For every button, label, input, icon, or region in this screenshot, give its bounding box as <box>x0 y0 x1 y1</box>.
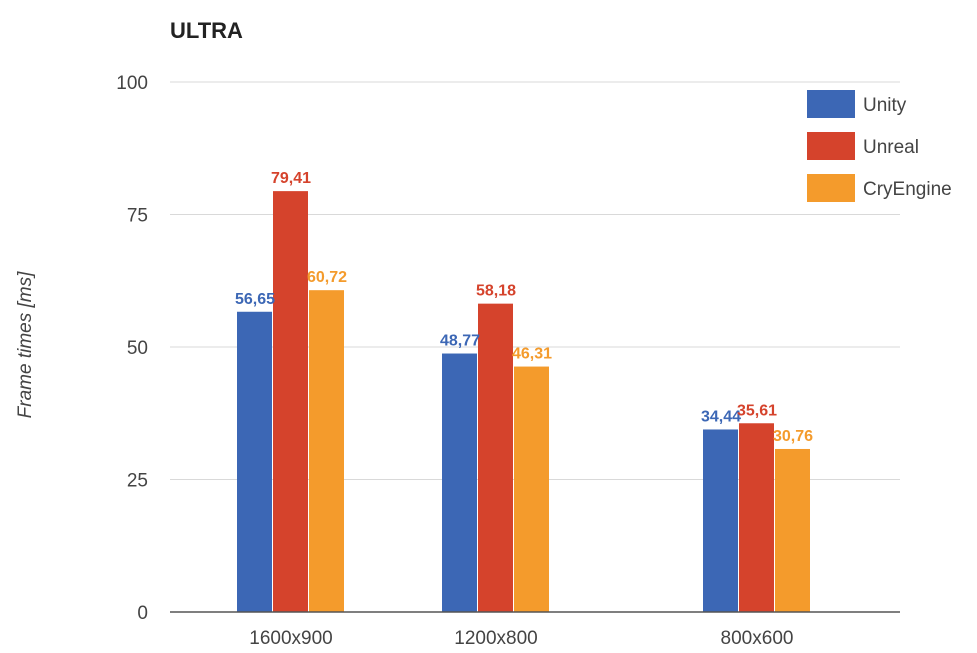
legend: Unity Unreal CryEngine <box>807 90 952 202</box>
data-label: 34,44 <box>701 408 741 425</box>
y-tick-label: 100 <box>116 73 148 94</box>
y-axis-label: Frame times [ms] <box>15 271 36 418</box>
data-label: 56,65 <box>235 291 275 308</box>
data-labels: 56,65 79,41 60,72 48,77 58,18 46,31 34,4435,61… <box>235 170 813 445</box>
data-label: 58,18 <box>476 283 516 300</box>
chart-title: ULTRA <box>170 18 243 43</box>
legend-label: Unreal <box>863 137 919 158</box>
x-tick-label: 800x600 <box>721 628 794 649</box>
x-tick-label: 1600x900 <box>249 628 332 649</box>
data-label: 48,77 <box>440 333 480 350</box>
data-label: 35,61 <box>737 402 777 419</box>
bar-unreal-800x600 <box>739 423 774 612</box>
data-label: 60,72 <box>307 269 347 286</box>
bar-unreal-1600x900 <box>273 191 308 612</box>
bars <box>237 191 810 612</box>
x-tick-label: 1200x800 <box>454 628 537 649</box>
legend-label: CryEngine <box>863 179 952 200</box>
bar-cryengine-1600x900 <box>309 290 344 612</box>
bar-cryengine-800x600 <box>775 448 810 612</box>
y-tick-label: 0 <box>137 603 148 624</box>
bar-unity-800x600 <box>703 429 738 612</box>
data-label: 30,76 <box>773 428 813 445</box>
y-tick-label: 75 <box>127 206 148 227</box>
bar-unity-1600x900 <box>237 311 272 612</box>
y-tick-label: 25 <box>127 471 148 492</box>
x-axis: 1600x900 1200x800 800x600 <box>170 611 900 649</box>
data-label: 46,31 <box>512 346 552 363</box>
data-label: 79,41 <box>271 170 311 187</box>
legend-swatch <box>807 132 855 160</box>
y-tick-label: 50 <box>127 338 148 359</box>
legend-swatch <box>807 174 855 202</box>
bar-unity-1200x800 <box>442 353 477 612</box>
legend-label: Unity <box>863 95 907 116</box>
bar-cryengine-1200x800 <box>514 366 549 612</box>
legend-swatch <box>807 90 855 118</box>
bar-unreal-1200x800 <box>478 303 513 612</box>
